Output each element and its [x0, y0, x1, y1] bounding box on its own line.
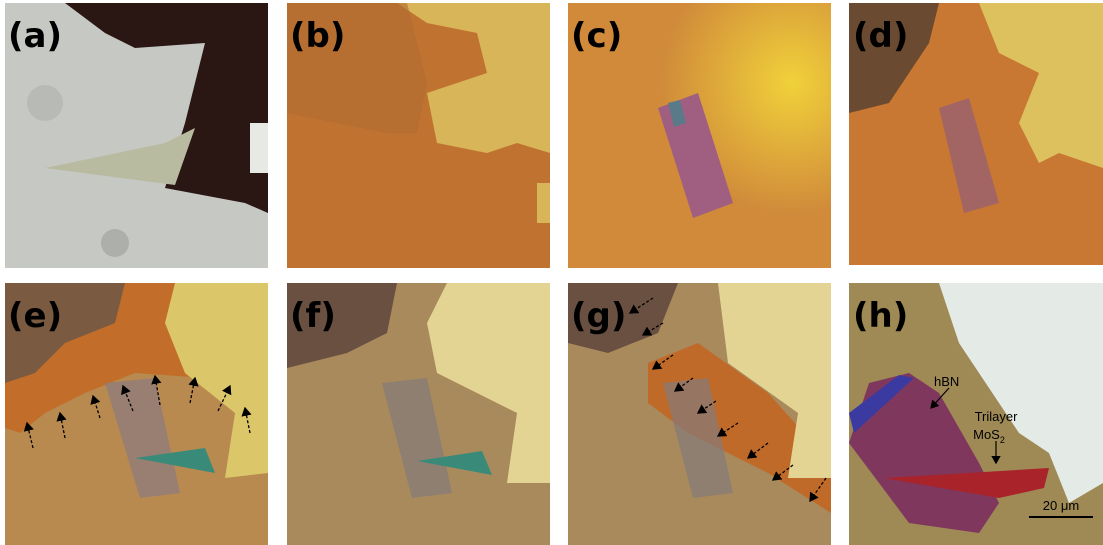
- annotation-text: MoS: [973, 427, 1000, 442]
- panel-label: (a): [8, 16, 62, 56]
- panel-label: (d): [853, 16, 908, 56]
- figure: 20 μm hBN Trilayer MoS2 (a) (b) (c) (d) …: [0, 0, 1103, 545]
- annotation-subscript: 2: [1000, 435, 1005, 445]
- panel-label: (b): [290, 16, 345, 56]
- panel-label: (c): [571, 16, 622, 56]
- panel-label: (e): [8, 296, 62, 336]
- annotation: Trilayer: [975, 409, 1019, 424]
- annotation: hBN: [934, 374, 959, 389]
- panel-label: (h): [853, 296, 908, 336]
- panel-label: (f): [290, 296, 336, 336]
- panel-label: (g): [571, 296, 626, 336]
- scale-bar-label: 20 μm: [1043, 498, 1079, 513]
